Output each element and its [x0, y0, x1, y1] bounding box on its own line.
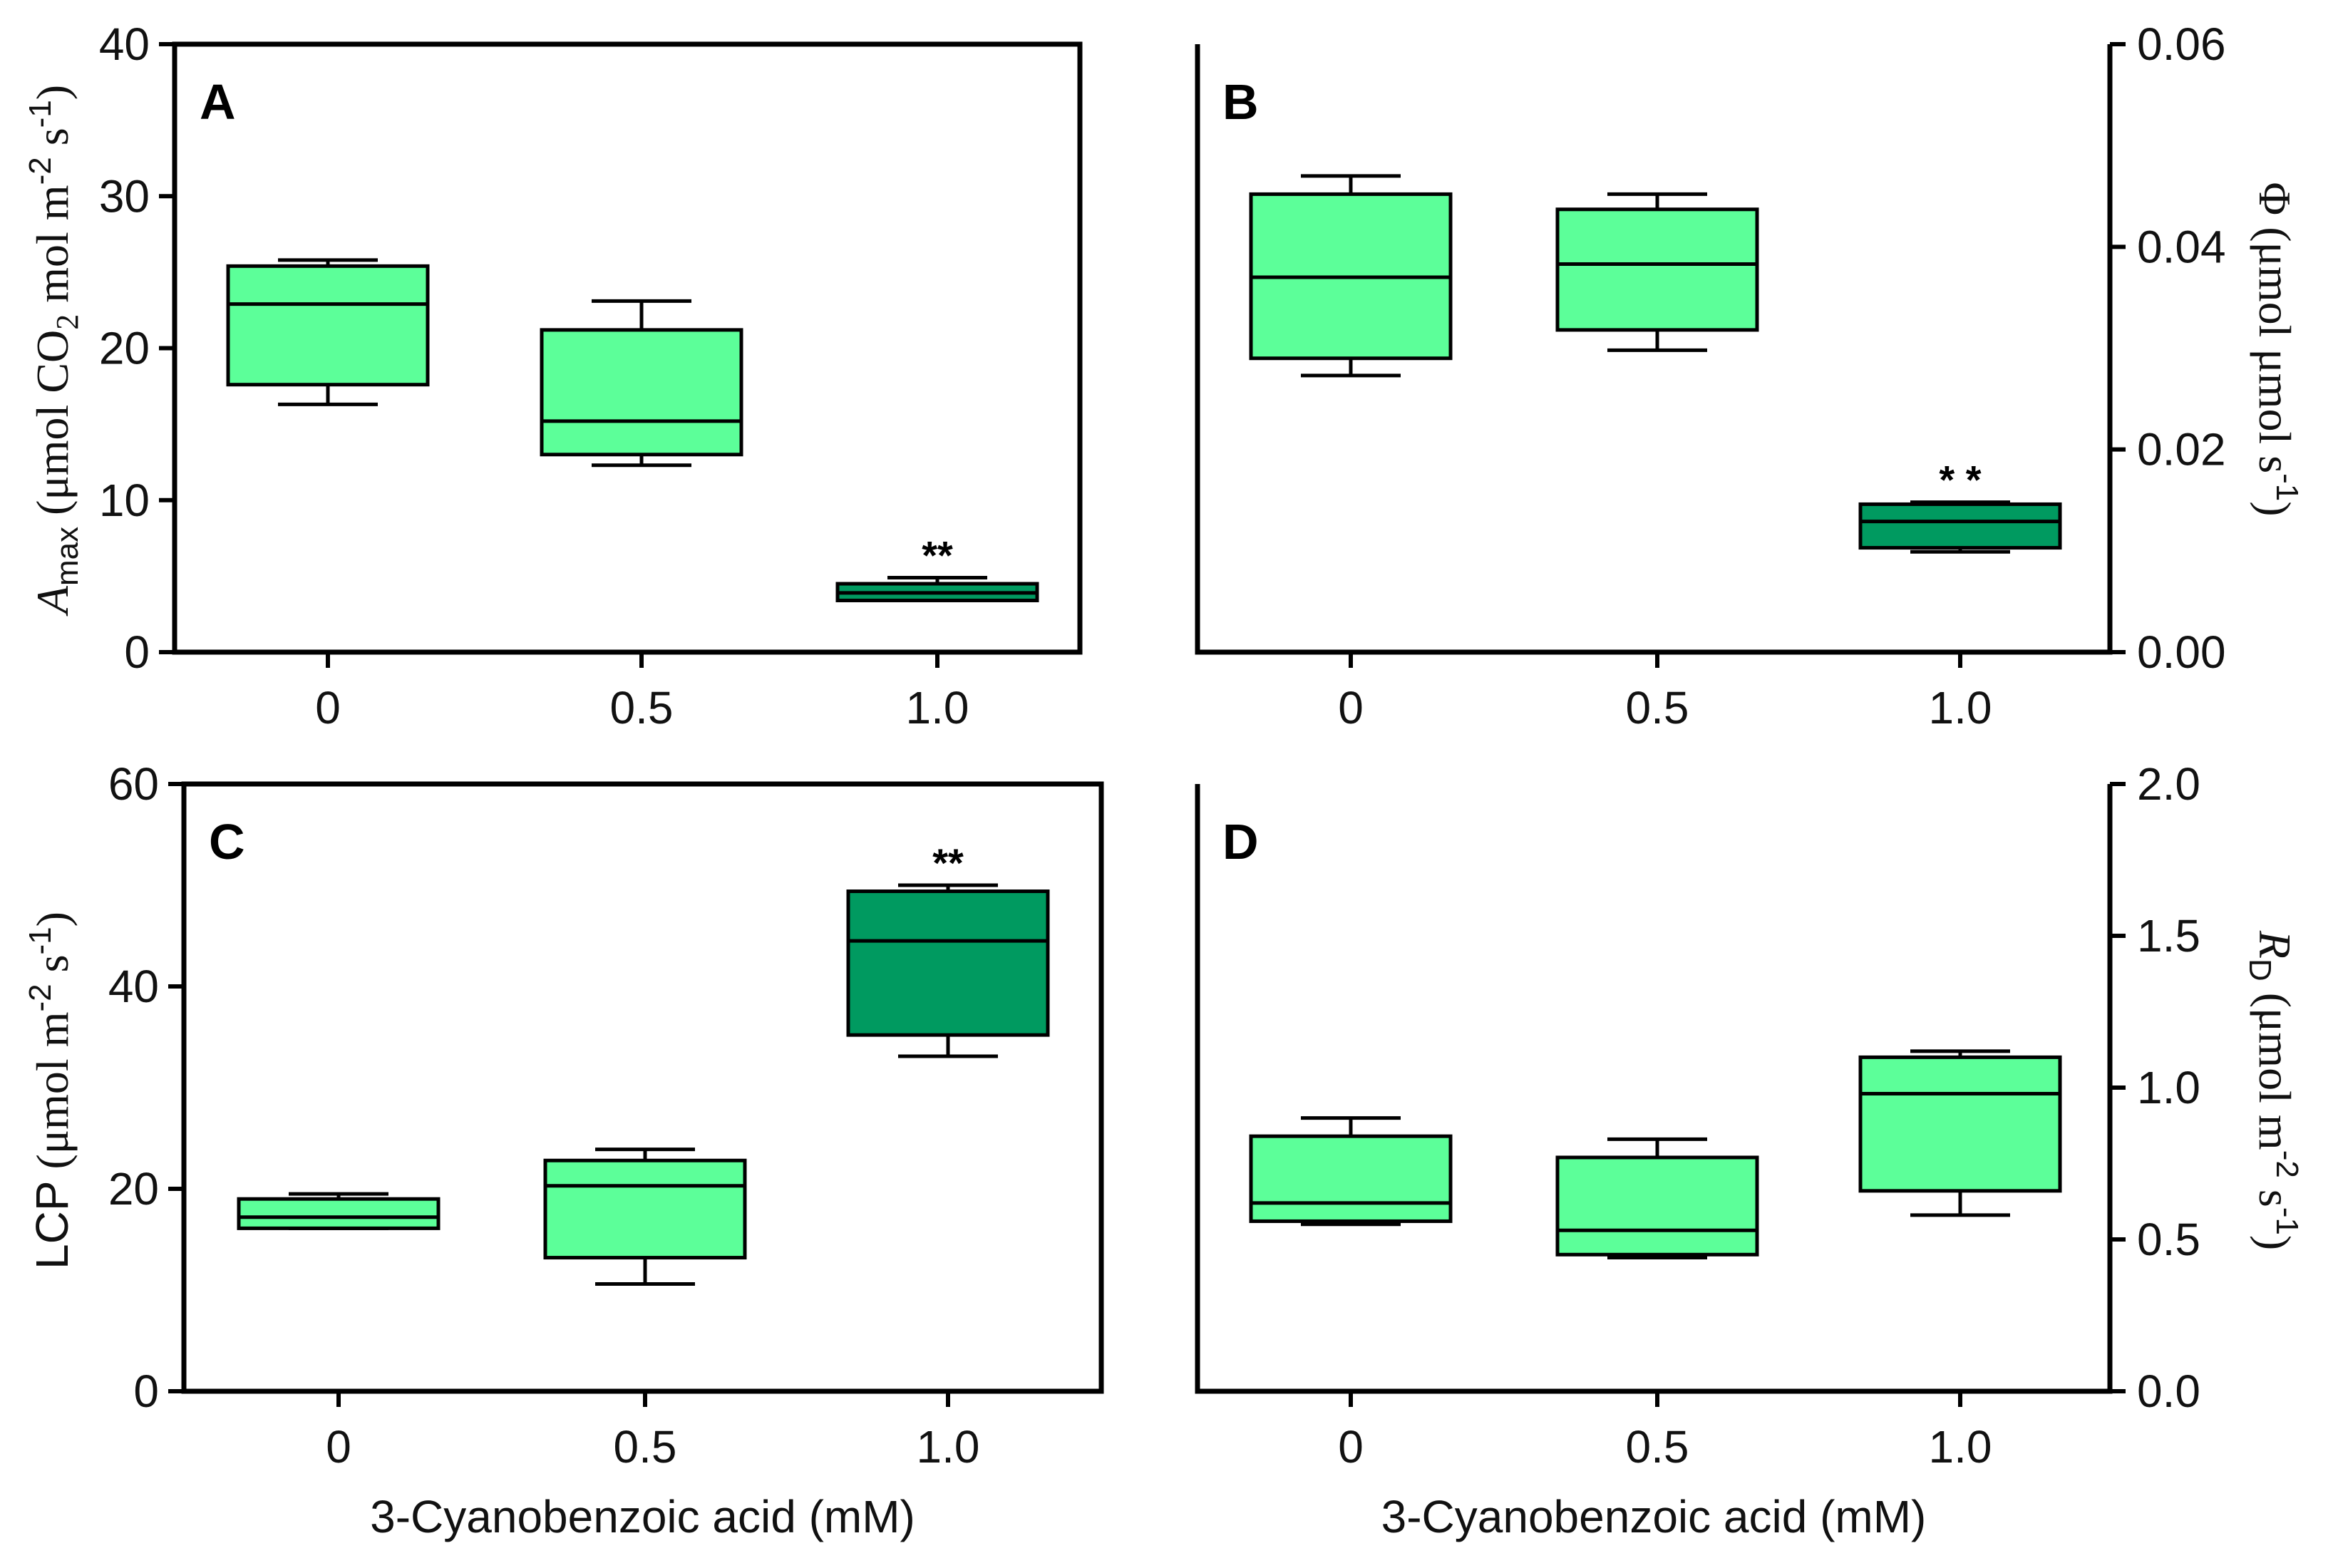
box-body: [540, 328, 743, 457]
box-0: [226, 258, 430, 406]
y-tick-label: 0.02: [2137, 424, 2226, 475]
y-axis-title: RD (μmol m-2 s-1): [2242, 930, 2304, 1250]
x-tick-label: 0: [315, 682, 341, 733]
plot-frame: [181, 781, 1104, 1394]
y-tick-label: 40: [108, 961, 159, 1012]
box-body: [1858, 502, 2062, 550]
box-0_5: [543, 1147, 747, 1286]
panel-label: D: [1222, 814, 1259, 870]
x-axis-title: 3-Cyanobenzoic acid (mM): [370, 1491, 915, 1542]
box-0_5: [1555, 192, 1759, 352]
box-body: [226, 264, 430, 387]
y-tick-label: 0.04: [2137, 221, 2226, 272]
box-body: [1858, 1055, 2062, 1193]
x-tick-label: 1.0: [917, 1421, 980, 1472]
x-tick-label: 0: [1338, 682, 1364, 733]
box-1_0: * *: [1858, 458, 2062, 554]
y-tick-label: 20: [108, 1163, 159, 1214]
y-axis-title: Amax (μmol CO2 mol m-2 s-1): [23, 85, 85, 617]
y-tick-label: 40: [99, 19, 150, 70]
y-tick-label: 20: [99, 323, 150, 374]
panel-label: A: [200, 74, 236, 130]
x-axis-title: 3-Cyanobenzoic acid (mM): [1381, 1491, 1927, 1542]
significance-marker: **: [932, 840, 964, 885]
x-tick-label: 0.5: [1626, 1421, 1689, 1472]
box-1_0: [1858, 1049, 2062, 1217]
y-tick-label: 30: [99, 170, 150, 222]
y-axis-title: Φ (μmol μmol s-1): [2250, 182, 2304, 516]
y-tick-label: 10: [99, 475, 150, 526]
plot-frame: [1195, 44, 2113, 655]
box-1_0: **: [846, 840, 1050, 1058]
y-tick-label: 1.5: [2137, 910, 2200, 961]
panel-c: 0 20 40 60 0 0.5 1.0 ** C 3-Cyanobenzoic acid (mM…: [23, 758, 1104, 1542]
y-tick-label: 0: [133, 1366, 159, 1417]
box-body: [543, 1158, 747, 1260]
box-body: [846, 889, 1050, 1037]
box-body: [1249, 1134, 1453, 1223]
panel-a: 0 10 20 30 40 0 0.5 1.0 ** A Amax (μmol CO2 mol m-…: [23, 19, 1083, 733]
x-tick-label: 0.5: [614, 1421, 677, 1472]
y-tick-label: 1.0: [2137, 1062, 2200, 1113]
x-tick-label: 0.5: [610, 682, 674, 733]
box-0: [237, 1192, 441, 1230]
box-body: [237, 1197, 441, 1230]
box-0: [1249, 1116, 1453, 1227]
y-tick-label: 0.00: [2137, 626, 2226, 678]
panel-label: C: [209, 814, 245, 870]
y-tick-label: 2.0: [2137, 758, 2200, 810]
box-0_5: [1555, 1137, 1759, 1260]
y-axis-title: LCP (μmol m-2 s-1): [23, 912, 78, 1269]
significance-marker: * *: [1939, 458, 1981, 502]
x-tick-label: 1.0: [1929, 1421, 1992, 1472]
panel-label: B: [1222, 74, 1259, 130]
box-body: [1555, 1155, 1759, 1257]
y-tick-label: 0.0: [2137, 1366, 2200, 1417]
y-tick-label: 0.5: [2137, 1214, 2200, 1265]
panel-d: 0.0 0.5 1.0 1.5 2.0 0 0.5 1.0 D 3-Cyanobenzoic ac…: [1195, 758, 2304, 1542]
box-body: [1555, 207, 1759, 332]
y-tick-label: 0: [124, 626, 150, 678]
x-tick-label: 0: [326, 1421, 351, 1472]
x-tick-label: 0: [1338, 1421, 1364, 1472]
box-0: [1249, 174, 1453, 378]
panel-b: 0.00 0.02 0.04 0.06 0 0.5 1.0 * * B Φ (μmol μmol …: [1195, 19, 2304, 733]
box-1_0: **: [835, 533, 1039, 602]
box-0_5: [540, 299, 743, 468]
x-tick-label: 1.0: [1929, 682, 1992, 733]
significance-marker: **: [922, 533, 953, 578]
y-tick-label: 0.06: [2137, 19, 2226, 70]
x-tick-label: 1.0: [906, 682, 969, 733]
y-tick-label: 60: [108, 758, 159, 810]
x-tick-label: 0.5: [1626, 682, 1689, 733]
